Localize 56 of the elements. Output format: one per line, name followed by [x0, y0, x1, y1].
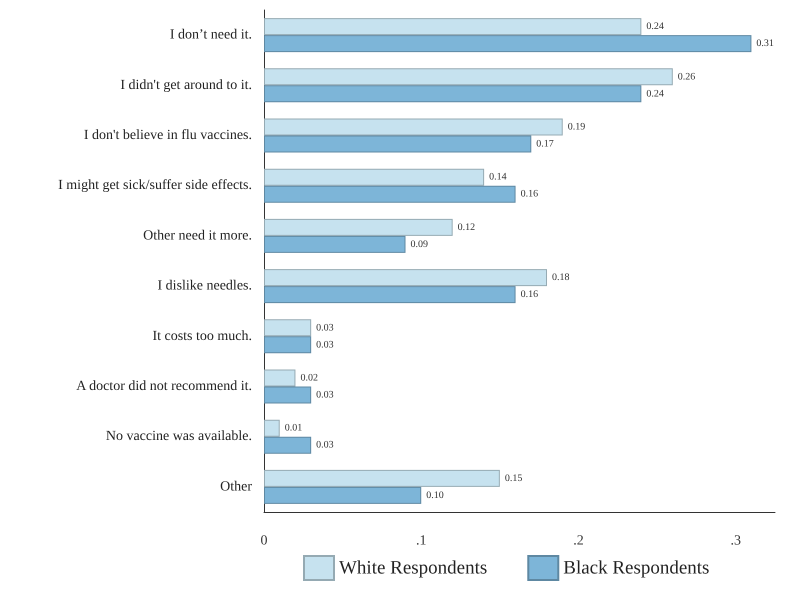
data-label: 0.24 — [646, 88, 664, 100]
bar — [264, 136, 532, 152]
data-label: 0.16 — [520, 188, 538, 200]
bar — [264, 486, 422, 504]
bar — [264, 370, 296, 386]
y-tick-label: I might get sick/suffer side effects. — [58, 178, 252, 194]
data-label: 0.03 — [316, 390, 334, 400]
bar — [264, 286, 516, 304]
bar — [264, 319, 312, 336]
data-label: 0.09 — [410, 238, 428, 250]
bar — [264, 85, 642, 102]
data-label: 0.03 — [316, 339, 334, 350]
bar — [264, 68, 673, 86]
bar — [264, 470, 500, 487]
bar — [264, 168, 484, 186]
y-tick-label: I don’t need it. — [170, 28, 252, 43]
x-tick-label: .1 — [416, 534, 426, 548]
data-label: 0.14 — [489, 172, 507, 183]
y-tick-label: Other need it more. — [143, 228, 252, 244]
x-tick-label: .3 — [730, 534, 741, 548]
y-tick-label: I didn't get around to it. — [120, 78, 252, 93]
data-label: 0.03 — [316, 440, 334, 451]
x-tick-label: 0 — [260, 534, 268, 548]
x-tick-label: .2 — [573, 534, 584, 548]
bar — [264, 35, 752, 52]
y-tick-label: I don't believe in flu vaccines. — [84, 128, 252, 143]
bar — [264, 186, 516, 203]
bar — [264, 420, 280, 437]
y-tick-label: I dislike needles. — [158, 278, 252, 294]
y-tick-label: No vaccine was available. — [106, 429, 252, 444]
data-label: 0.01 — [284, 422, 302, 434]
data-label: 0.15 — [504, 472, 522, 484]
y-tick-label: Other — [220, 479, 252, 494]
data-label: 0.10 — [426, 490, 444, 501]
legend-label: White Respondents — [339, 558, 488, 578]
data-label: 0.12 — [458, 222, 476, 233]
y-tick-label: A doctor did not recommend it. — [76, 379, 252, 394]
bar — [264, 118, 563, 136]
bar — [264, 386, 312, 404]
y-tick-label: It costs too much. — [152, 328, 252, 344]
legend-label: Black Respondents — [563, 558, 710, 578]
bar — [264, 436, 312, 454]
bar — [264, 18, 642, 36]
data-label: 0.16 — [520, 289, 538, 300]
bar — [264, 269, 548, 286]
bar — [264, 236, 406, 253]
data-label: 0.24 — [646, 21, 664, 32]
data-label: 0.19 — [568, 122, 586, 132]
data-label: 0.17 — [536, 138, 554, 150]
data-label: 0.03 — [316, 322, 334, 334]
data-label: 0.31 — [756, 38, 774, 50]
data-label: 0.02 — [300, 372, 318, 384]
data-label: 0.26 — [678, 71, 696, 82]
data-label: 0.18 — [552, 272, 570, 284]
bar — [264, 336, 312, 354]
bar — [264, 218, 453, 236]
